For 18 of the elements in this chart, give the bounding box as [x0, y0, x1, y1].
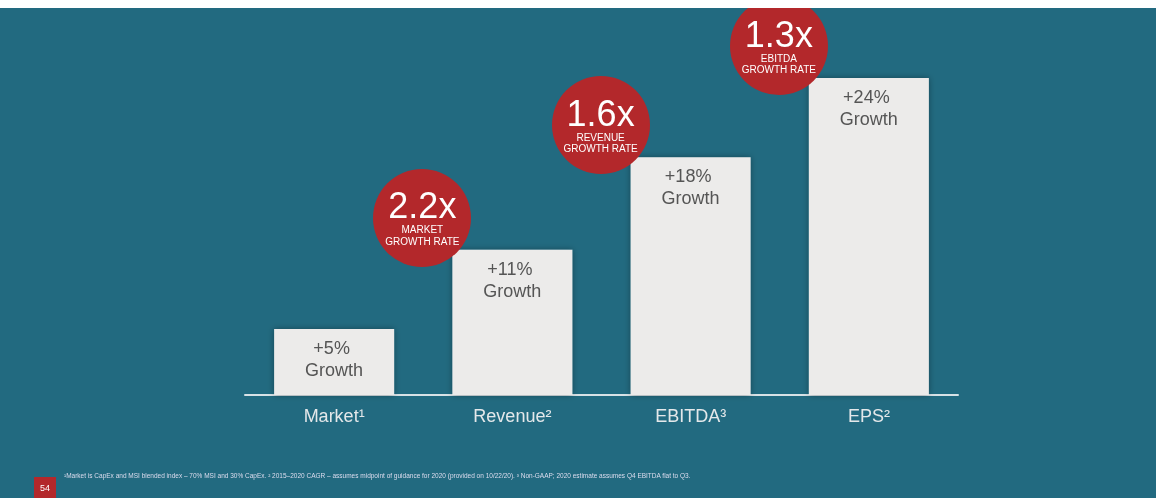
circle-badge: 1.3x EBITDA GROWTH RATE — [729, 8, 828, 95]
x-tick-label: EPS² — [847, 406, 890, 426]
x-tick-label: Revenue² — [473, 406, 552, 426]
data-label: +18% Growth — [661, 166, 720, 209]
circle-badge: 1.6x REVENUE GROWTH RATE — [551, 76, 650, 175]
bar — [630, 157, 751, 395]
text: 54 — [34, 477, 56, 498]
circle-badge: 2.2x MARKET GROWTH RATE — [373, 168, 472, 267]
x-tick-label: Market¹ — [303, 406, 365, 426]
bar — [274, 328, 395, 395]
x-tick-label: EBITDA³ — [655, 406, 727, 426]
bar — [808, 78, 929, 395]
annotation: 1.6x REVENUE GROWTH RATE — [563, 92, 638, 155]
data-label: +5% Growth — [305, 337, 364, 380]
bar — [452, 249, 573, 395]
data-label: +11% Growth — [483, 258, 542, 301]
data-label: +24% Growth — [839, 87, 898, 129]
annotation: 2.2x MARKET GROWTH RATE — [385, 185, 460, 248]
